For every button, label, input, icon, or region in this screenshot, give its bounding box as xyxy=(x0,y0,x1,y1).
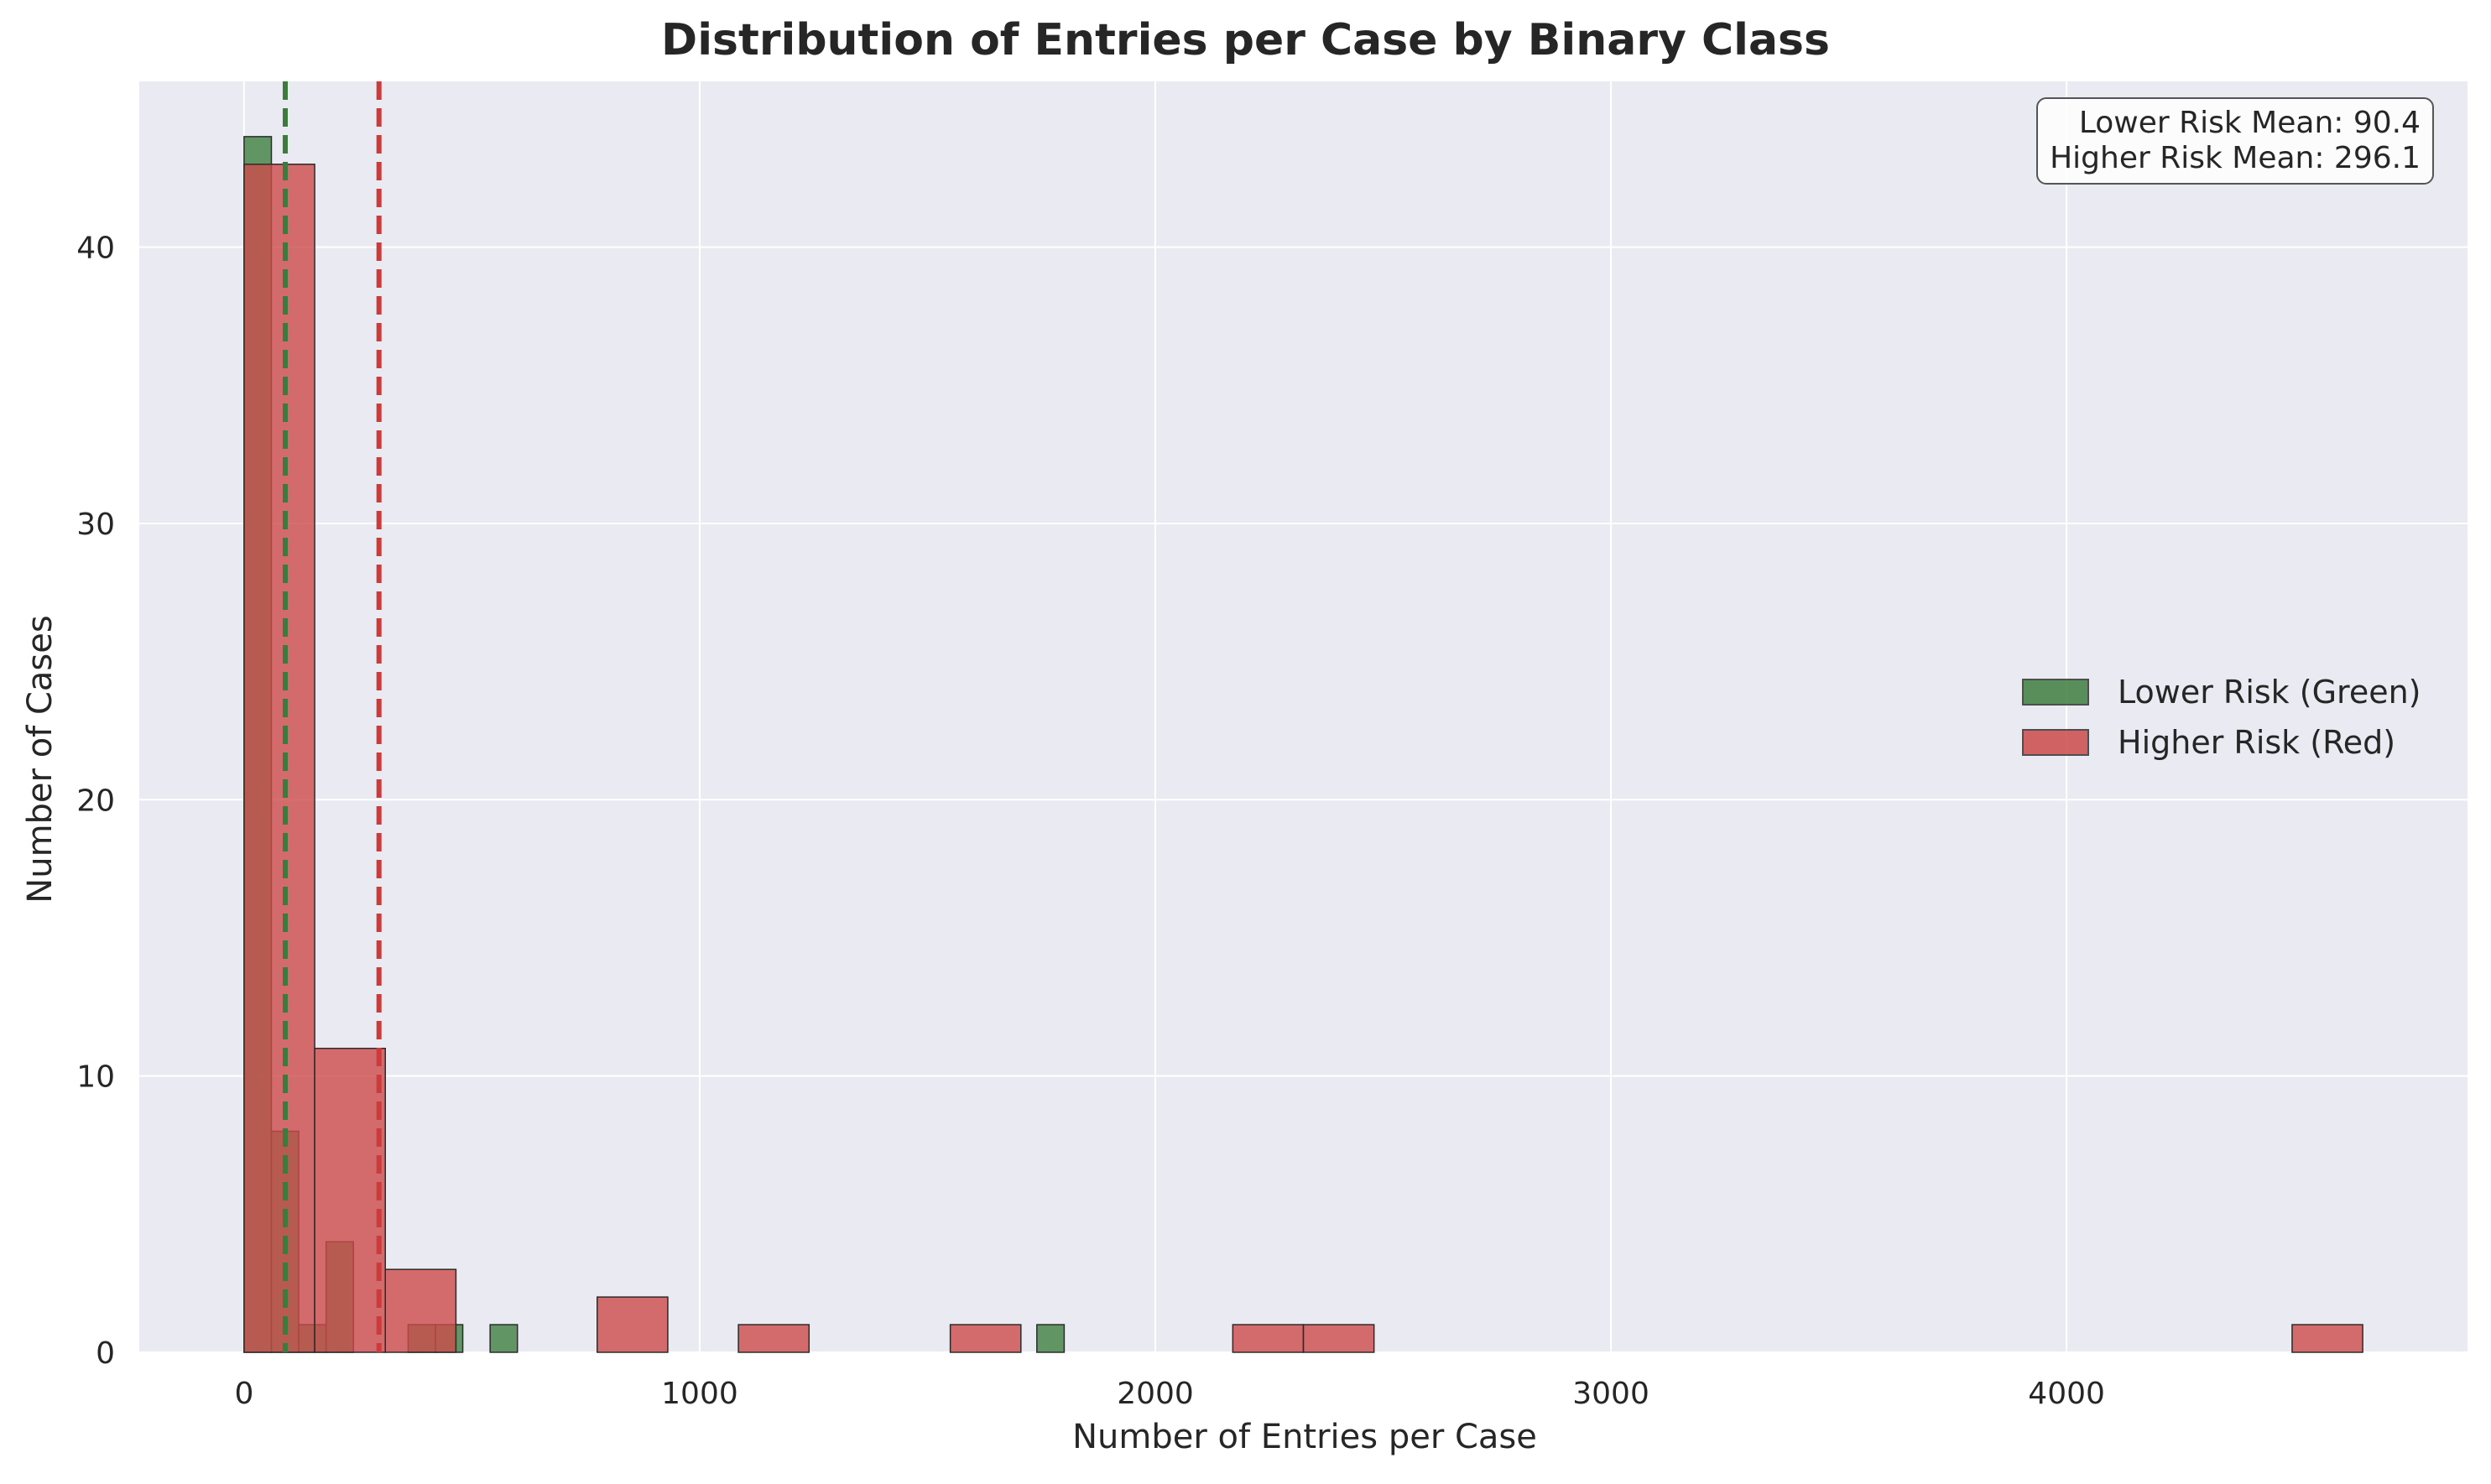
higher-risk-bar xyxy=(384,1268,457,1353)
legend-swatch-lower-risk xyxy=(2022,679,2089,706)
y-tick-labels: 0 10 20 30 40 xyxy=(76,232,115,1371)
mean-annotation-box: Lower Risk Mean: 90.4 Higher Risk Mean: … xyxy=(2036,97,2434,185)
lower-risk-mean-text: Lower Risk Mean: 90.4 xyxy=(2078,106,2421,140)
lower-risk-bar xyxy=(1036,1324,1066,1353)
x-tick-label: 0 xyxy=(234,1377,253,1411)
legend-label-higher-risk: Higher Risk (Red) xyxy=(2118,724,2396,761)
higher-risk-bar xyxy=(1232,1324,1305,1353)
x-tick-labels: 0 1000 2000 3000 4000 xyxy=(234,1377,2104,1411)
y-tick-label: 0 xyxy=(96,1336,115,1371)
x-tick-label: 3000 xyxy=(1572,1377,1649,1411)
x-tick-label: 2000 xyxy=(1117,1377,1194,1411)
higher-risk-bar xyxy=(737,1324,810,1353)
plot-background xyxy=(139,81,2468,1352)
chart-title: Distribution of Entries per Case by Bina… xyxy=(661,15,1830,65)
legend-swatch-higher-risk xyxy=(2022,729,2089,756)
y-axis-label: Number of Cases xyxy=(21,615,60,903)
higher-risk-bar xyxy=(2291,1324,2363,1353)
legend-entry-higher-risk: Higher Risk (Red) xyxy=(2022,717,2421,768)
lower-risk-bar xyxy=(489,1324,519,1353)
legend-label-lower-risk: Lower Risk (Green) xyxy=(2118,674,2421,711)
y-tick-label: 10 xyxy=(76,1060,115,1095)
mean-lines xyxy=(282,81,382,1352)
higher-risk-bar xyxy=(949,1324,1022,1353)
x-tick-label: 1000 xyxy=(661,1377,738,1411)
legend: Lower Risk (Green) Higher Risk (Red) xyxy=(2022,667,2421,768)
x-axis-label: Number of Entries per Case xyxy=(1072,1418,1537,1456)
y-tick-label: 30 xyxy=(76,508,115,542)
higher-risk-bar xyxy=(243,164,315,1353)
y-tick-label: 40 xyxy=(76,232,115,266)
higher-risk-bar xyxy=(597,1296,669,1353)
higher-risk-bar xyxy=(314,1047,386,1353)
higher-risk-bar xyxy=(1302,1324,1375,1353)
gridlines xyxy=(139,81,2468,1353)
higher-risk-bars xyxy=(243,164,2363,1353)
higher-risk-mean-text: Higher Risk Mean: 296.1 xyxy=(2050,141,2421,175)
y-tick-label: 20 xyxy=(76,784,115,818)
legend-entry-lower-risk: Lower Risk (Green) xyxy=(2022,667,2421,717)
x-tick-label: 4000 xyxy=(2028,1377,2105,1411)
